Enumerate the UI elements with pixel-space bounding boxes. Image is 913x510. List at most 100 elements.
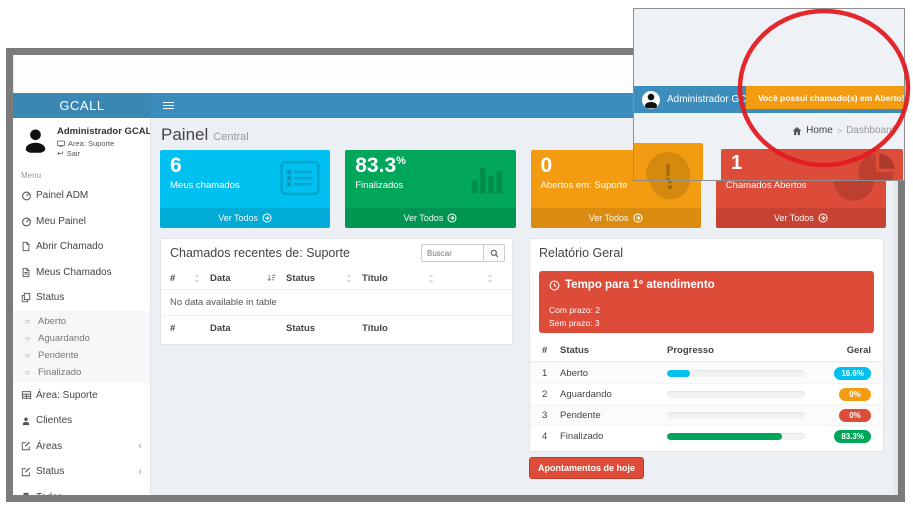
breadcrumb-home[interactable]: Home: [806, 125, 833, 136]
user-menu[interactable]: Administrador GCALL: [642, 86, 764, 113]
status-row-pendente: 3 Pendente 0%: [530, 404, 883, 425]
avatar: [21, 125, 50, 154]
bar-chart-icon: [466, 156, 508, 203]
sidebar-item-meu-painel[interactable]: Meu Painel: [13, 209, 150, 235]
dashboard-icon: [21, 190, 36, 201]
dashboard-icon: [21, 216, 36, 227]
table-header-row: # Data Status Título: [161, 266, 512, 290]
ver-todos-link[interactable]: Ver Todos: [345, 208, 516, 228]
sidebar: Administrador GCALL Area: Suporte ↩ Sair…: [13, 118, 151, 495]
sidebar-item-abrir-chamado[interactable]: Abrir Chamado: [13, 234, 150, 260]
user-icon: [645, 93, 657, 108]
inset-navbar: Administrador GCALL Você possui chamado(…: [634, 86, 904, 113]
file-text-icon: [21, 267, 36, 278]
user-area: Area: Suporte: [57, 139, 150, 148]
table-footer-row: # Data Status Título: [170, 323, 388, 334]
panel-title: Relatório Geral: [539, 246, 624, 260]
sort-icon: [194, 274, 200, 283]
avatar: [642, 90, 660, 109]
status-badge: 83.3%: [834, 429, 871, 443]
user-icon: [21, 416, 36, 426]
status-badge: 0%: [839, 408, 871, 422]
report-panel: Relatório Geral Tempo para 1º atendiment…: [529, 238, 884, 452]
scrollbar[interactable]: [894, 93, 898, 495]
sidebar-subitem-aguardando[interactable]: ○ Aguardando: [25, 332, 90, 344]
edit-icon: [21, 441, 36, 451]
reply-icon: ↩: [57, 149, 64, 158]
circle-o-icon: ○: [25, 333, 30, 343]
breadcrumb: Home > Dashboard: [792, 125, 895, 136]
status-row-aguardando: 2 Aguardando 0%: [530, 383, 883, 404]
progress-bar: [667, 432, 805, 440]
apontamentos-hoje-button[interactable]: Apontamentos de hoje: [529, 457, 645, 479]
progress-bar: [667, 411, 805, 419]
status-table-header: # Status Progresso Geral: [530, 339, 883, 362]
sort-icon: [428, 274, 434, 283]
warning-icon: !: [646, 152, 690, 180]
panel-title: Chamados recentes de: Suporte: [170, 246, 350, 260]
edit-icon: [21, 467, 36, 477]
chevron-left-icon: ‹: [138, 465, 142, 478]
page-title: Painel Central: [161, 125, 249, 144]
arrow-circle-right-icon: [818, 213, 828, 223]
summary-cards: 6 Meus chamados Ver Todos 83.3% Finaliza…: [160, 150, 886, 228]
column-header-extra[interactable]: [444, 273, 503, 284]
ver-todos-link[interactable]: Ver Todos: [715, 208, 886, 228]
sidebar-subitem-aberto[interactable]: ○ Aberto: [25, 315, 66, 327]
card-fragment-red: 1: [721, 149, 903, 180]
arrow-circle-right-icon: [633, 213, 643, 223]
card-fragment-orange: !: [634, 143, 703, 180]
desktop-icon: [57, 140, 65, 147]
user-panel: Administrador GCALL Area: Suporte ↩ Sair: [13, 118, 150, 164]
arrow-circle-right-icon: [262, 213, 272, 223]
copy-icon: [21, 292, 36, 303]
home-icon: [792, 126, 802, 135]
app-logo[interactable]: GCALL: [13, 93, 151, 118]
status-badge: 16.6%: [834, 366, 871, 380]
search-input[interactable]: [421, 244, 483, 262]
com-prazo-count: Com prazo: 2: [549, 305, 601, 315]
column-header-id[interactable]: #: [170, 273, 210, 284]
list-icon: [278, 156, 322, 205]
breadcrumb-current: Dashboard: [846, 125, 895, 136]
sidebar-item-status-2[interactable]: Status ‹: [13, 459, 150, 485]
sidebar-subitem-finalizado[interactable]: ○ Finalizado: [25, 366, 82, 378]
circle-o-icon: ○: [25, 316, 30, 326]
column-header-data[interactable]: Data: [210, 273, 286, 284]
sort-icon: [346, 274, 352, 283]
ver-todos-link[interactable]: Ver Todos: [530, 208, 701, 228]
pie-chart-icon: [858, 153, 895, 180]
sort-desc-icon: [267, 274, 276, 282]
status-row-aberto: 1 Aberto 16.6%: [530, 362, 883, 383]
arrow-circle-right-icon: [447, 213, 457, 223]
clock-icon: [549, 280, 560, 290]
card-finalizados: 83.3% Finalizados Ver Todos: [345, 150, 516, 228]
ver-todos-link[interactable]: Ver Todos: [160, 208, 331, 228]
sidebar-item-todos[interactable]: Todos: [13, 485, 150, 495]
card-meus-chamados: 6 Meus chamados Ver Todos: [160, 150, 331, 228]
progress-bar: [667, 369, 805, 377]
status-badge: 0%: [839, 387, 871, 401]
empty-table-message: No data available in table: [161, 290, 512, 316]
logout-link[interactable]: ↩ Sair: [57, 149, 81, 158]
progress-bar: [667, 390, 805, 398]
column-header-status[interactable]: Status: [286, 273, 362, 284]
sidebar-item-meus-chamados[interactable]: Meus Chamados: [13, 260, 150, 286]
sidebar-toggle-button[interactable]: [151, 93, 185, 118]
open-tickets-alert[interactable]: Você possui chamado(s) em Aberto! ×: [746, 86, 904, 109]
sidebar-subitem-pendente[interactable]: ○ Pendente: [25, 349, 79, 361]
sidebar-item-painel-adm[interactable]: Painel ADM: [13, 183, 150, 209]
sem-prazo-count: Sem prazo: 3: [549, 317, 600, 328]
sidebar-item-status[interactable]: Status: [13, 285, 150, 311]
search-button[interactable]: [483, 244, 505, 262]
hamburger-icon: [162, 100, 174, 111]
search-icon: [490, 249, 498, 257]
column-header-titulo[interactable]: Título: [362, 273, 444, 284]
sidebar-item-area-suporte[interactable]: Área: Suporte: [13, 383, 150, 409]
sidebar-item-clientes[interactable]: Clientes: [13, 408, 150, 434]
sidebar-item-areas[interactable]: Áreas ‹: [13, 434, 150, 460]
zoom-inset-callout: Administrador GCALL Você possui chamado(…: [633, 8, 905, 181]
circle-o-icon: ○: [25, 367, 30, 377]
user-icon: [25, 129, 46, 153]
